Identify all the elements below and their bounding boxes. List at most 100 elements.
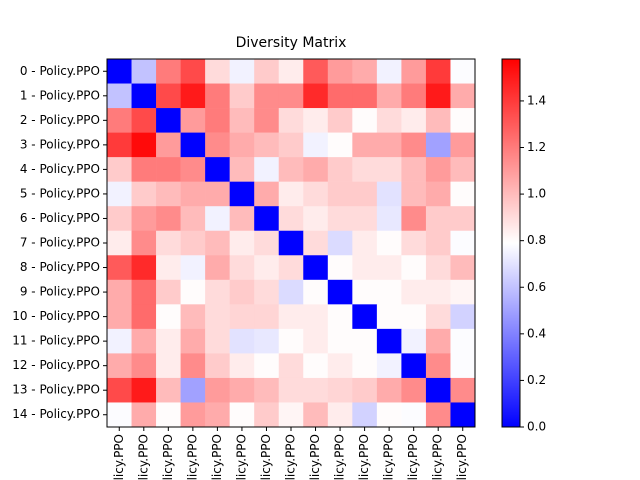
heatmap-cell bbox=[229, 255, 255, 281]
heatmap-cell bbox=[450, 377, 476, 403]
heatmap-cell bbox=[205, 108, 230, 133]
heatmap-cell bbox=[229, 279, 255, 305]
heatmap-cell bbox=[352, 255, 378, 281]
heatmap-cell bbox=[450, 402, 476, 428]
heatmap-cell bbox=[156, 328, 181, 354]
heatmap-cell bbox=[401, 279, 427, 305]
y-tick-label: 3 - Policy.PPO bbox=[20, 137, 100, 151]
heatmap-cell bbox=[425, 255, 451, 281]
heatmap-cell bbox=[303, 230, 329, 256]
heatmap-cell bbox=[229, 108, 255, 133]
heatmap-cell bbox=[278, 108, 304, 133]
heatmap-cell bbox=[107, 181, 132, 207]
heatmap-cell bbox=[401, 206, 427, 232]
heatmap-cell bbox=[229, 377, 255, 403]
y-tick-label: 14 - Policy.PPO bbox=[12, 407, 100, 421]
heatmap-cell bbox=[278, 304, 304, 330]
heatmap-cell bbox=[180, 304, 206, 330]
heatmap-cell bbox=[156, 353, 181, 379]
y-tick-label: 11 - Policy.PPO bbox=[12, 334, 100, 348]
x-tick-label: 6 - Policy.PPO bbox=[259, 434, 273, 480]
heatmap-cell bbox=[107, 59, 132, 84]
heatmap-cell bbox=[352, 353, 378, 379]
heatmap-cell bbox=[107, 255, 132, 281]
heatmap-cell bbox=[180, 157, 206, 182]
heatmap-cell bbox=[205, 132, 230, 158]
heatmap-cell bbox=[156, 181, 181, 207]
heatmap-cell bbox=[352, 83, 378, 109]
heatmap-cell bbox=[229, 328, 255, 354]
heatmap-cell bbox=[401, 132, 427, 158]
heatmap-cell bbox=[376, 402, 402, 428]
heatmap-cell bbox=[131, 206, 157, 232]
heatmap-cell bbox=[327, 59, 353, 84]
heatmap-cell bbox=[205, 328, 230, 354]
heatmap-cell bbox=[180, 328, 206, 354]
heatmap-cell bbox=[180, 59, 206, 84]
heatmap-cell bbox=[450, 108, 476, 133]
heatmap-cell bbox=[229, 402, 255, 428]
heatmap-cell bbox=[131, 157, 157, 182]
heatmap-cell bbox=[254, 402, 280, 428]
heatmap-cell bbox=[425, 206, 451, 232]
heatmap-cell bbox=[254, 132, 280, 158]
heatmap-cell bbox=[327, 279, 353, 305]
colorbar-tick-label: 0.2 bbox=[527, 373, 546, 387]
heatmap-cell bbox=[303, 206, 329, 232]
heatmap-cell bbox=[254, 206, 280, 232]
colorbar-tick-label: 0.6 bbox=[527, 280, 546, 294]
heatmap-cell bbox=[450, 328, 476, 354]
heatmap-cell bbox=[303, 132, 329, 158]
heatmap-cell bbox=[205, 157, 230, 182]
heatmap-cell bbox=[401, 157, 427, 182]
heatmap-cell bbox=[303, 83, 329, 109]
heatmap-cell bbox=[131, 402, 157, 428]
heatmap-cell bbox=[401, 377, 427, 403]
heatmap-cell bbox=[376, 279, 402, 305]
heatmap-cell bbox=[156, 402, 181, 428]
heatmap-cell bbox=[376, 181, 402, 207]
heatmap-cell bbox=[401, 402, 427, 428]
heatmap-cell bbox=[205, 83, 230, 109]
heatmap-cell bbox=[401, 353, 427, 379]
heatmap-cell bbox=[352, 108, 378, 133]
x-tick-label: 4 - Policy.PPO bbox=[210, 434, 224, 480]
heatmap-cell bbox=[450, 279, 476, 305]
heatmap-cell bbox=[450, 83, 476, 109]
heatmap-cell bbox=[376, 328, 402, 354]
heatmap-cell bbox=[303, 279, 329, 305]
heatmap-cell bbox=[180, 181, 206, 207]
heatmap-cell bbox=[156, 377, 181, 403]
heatmap-cell bbox=[425, 157, 451, 182]
heatmap-cell bbox=[278, 83, 304, 109]
heatmap-cell bbox=[303, 59, 329, 84]
heatmap-cell bbox=[278, 181, 304, 207]
heatmap-cell bbox=[278, 377, 304, 403]
heatmap-cell bbox=[180, 402, 206, 428]
y-tick-label: 12 - Policy.PPO bbox=[12, 358, 100, 372]
heatmap-cell bbox=[156, 157, 181, 182]
heatmap-cell bbox=[205, 279, 230, 305]
heatmap-cell bbox=[425, 328, 451, 354]
heatmap-cell bbox=[376, 255, 402, 281]
heatmap-cell bbox=[327, 353, 353, 379]
heatmap-cell bbox=[107, 230, 132, 256]
heatmap-cell bbox=[327, 255, 353, 281]
heatmap-cell bbox=[327, 206, 353, 232]
x-tick-label: 14 - Policy.PPO bbox=[455, 434, 469, 480]
heatmap-cell bbox=[131, 181, 157, 207]
colorbar-tick-label: 0.8 bbox=[527, 233, 546, 247]
heatmap-cell bbox=[425, 230, 451, 256]
heatmap-cell bbox=[205, 230, 230, 256]
heatmap-cell bbox=[229, 206, 255, 232]
heatmap-cell bbox=[254, 181, 280, 207]
heatmap-cell bbox=[205, 206, 230, 232]
heatmap-cell bbox=[107, 377, 132, 403]
heatmap-cell bbox=[205, 255, 230, 281]
heatmap-cell bbox=[401, 59, 427, 84]
y-tick-label: 6 - Policy.PPO bbox=[20, 211, 100, 225]
heatmap-cell bbox=[376, 230, 402, 256]
y-tick-label: 4 - Policy.PPO bbox=[20, 162, 100, 176]
heatmap-cell bbox=[401, 304, 427, 330]
